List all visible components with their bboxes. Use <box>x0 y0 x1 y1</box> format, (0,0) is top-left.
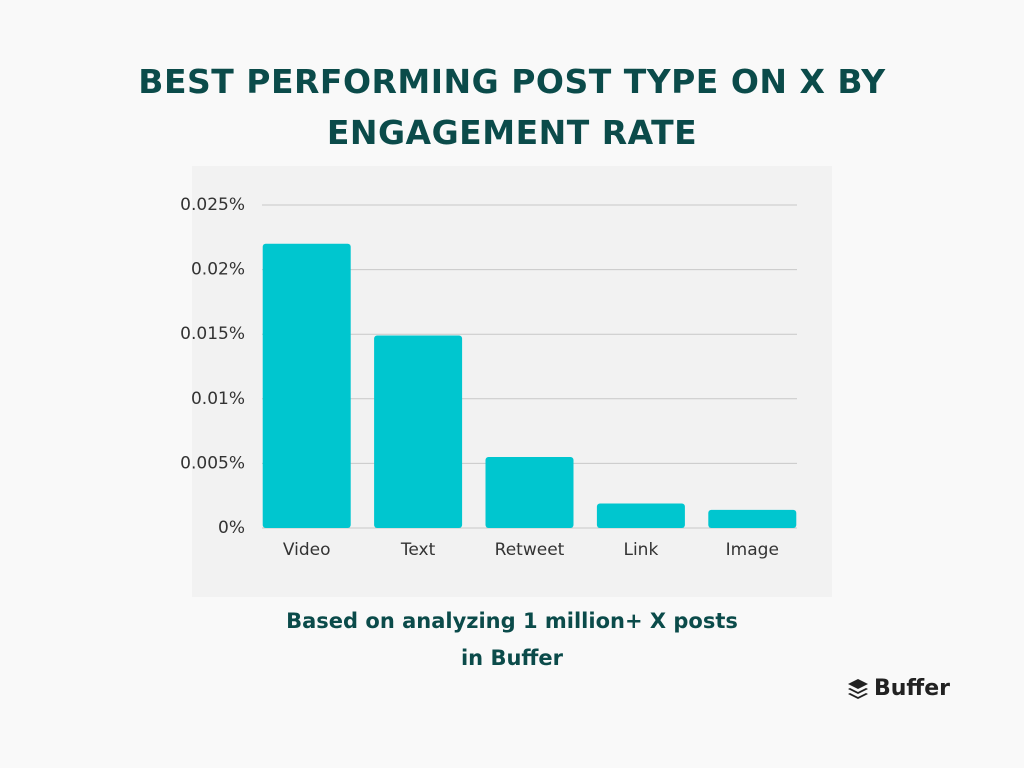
x-tick-label: Image <box>726 540 779 560</box>
bar <box>374 335 463 528</box>
chart-title: BEST PERFORMING POST TYPE ON X BY ENGAGE… <box>138 62 886 152</box>
y-tick-label: 0.005% <box>180 453 245 473</box>
bar <box>708 509 797 528</box>
x-tick-label: Video <box>283 540 331 560</box>
logo-icon <box>848 678 868 699</box>
y-tick-label: 0% <box>218 518 245 538</box>
bar <box>262 243 351 528</box>
y-tick-label: 0.025% <box>180 195 245 215</box>
y-tick-label: 0.01% <box>191 389 245 409</box>
x-tick-label: Retweet <box>495 540 565 560</box>
annotation: Based on analyzing 1 million+ X posts in… <box>286 609 738 670</box>
x-tick-label: Link <box>623 540 658 560</box>
x-tick-label: Text <box>400 540 436 560</box>
y-tick-label: 0.02% <box>191 260 245 280</box>
logo-text: Buffer <box>874 676 951 701</box>
logo: Buffer <box>846 676 950 701</box>
bar <box>596 503 685 528</box>
bar <box>485 456 574 528</box>
y-tick-label: 0.015% <box>180 324 245 344</box>
